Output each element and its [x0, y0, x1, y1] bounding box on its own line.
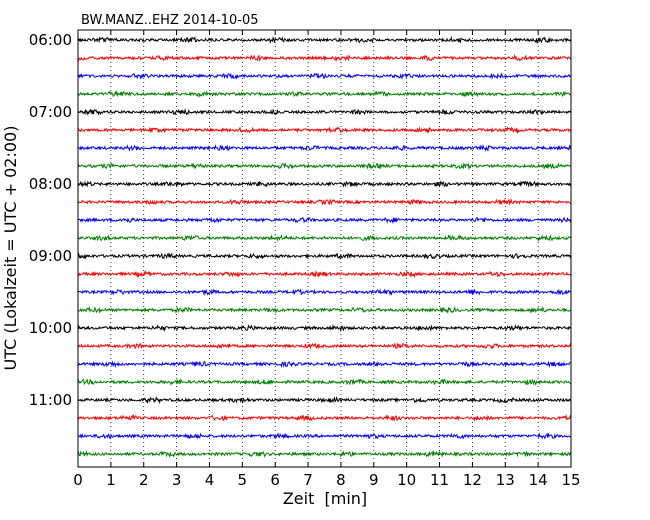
trace-0615: [77, 53, 572, 63]
trace-1000: [77, 323, 572, 333]
grid-lines: [110, 30, 539, 467]
trace-1045: [77, 378, 572, 386]
x-tick-label-15: 15: [561, 471, 580, 489]
trace-1015: [77, 342, 572, 350]
x-tick-label-1: 1: [106, 471, 116, 489]
trace-0930: [77, 288, 572, 297]
trace-1130: [77, 432, 572, 440]
trace-0815: [77, 197, 572, 206]
x-tick-label-2: 2: [139, 471, 149, 489]
y-tick-label-10:00: 10:00: [29, 319, 72, 337]
trace-0600: [77, 35, 572, 44]
x-tick-label-12: 12: [463, 471, 482, 489]
y-axis-label: UTC (Lokalzeit = UTC + 02:00): [1, 126, 20, 371]
y-tick-label-07:00: 07:00: [29, 103, 72, 121]
trace-0630: [77, 72, 572, 80]
y-tick-label-09:00: 09:00: [29, 247, 72, 265]
chart-title: BW.MANZ..EHZ 2014-10-05: [81, 13, 259, 28]
trace-1115: [77, 413, 572, 422]
y-tick-label-08:00: 08:00: [29, 175, 72, 193]
trace-0745: [77, 161, 572, 171]
x-tick-label-0: 0: [73, 471, 83, 489]
x-tick-label-14: 14: [529, 471, 548, 489]
trace-0900: [77, 252, 572, 261]
x-tick-label-4: 4: [205, 471, 215, 489]
trace-1145: [77, 449, 572, 458]
trace-1030: [77, 360, 572, 369]
trace-0730: [77, 143, 572, 152]
y-axis-ticks: 06:00 07:00 08:00 09:00 10:00 11:00: [29, 31, 571, 409]
trace-1100: [78, 396, 572, 405]
x-tick-label-13: 13: [496, 471, 515, 489]
x-tick-label-10: 10: [397, 471, 416, 489]
trace-0830: [78, 216, 572, 224]
trace-0945: [77, 305, 572, 315]
trace-0845: [77, 233, 572, 243]
x-tick-label-5: 5: [238, 471, 248, 489]
x-axis-ticks: 0 1 2 3 4 5 6 7 8 9 10 11 12 13 14 15: [73, 30, 581, 489]
x-tick-label-8: 8: [336, 471, 346, 489]
trace-0700: [77, 107, 572, 116]
plot-frame: [77, 29, 572, 468]
trace-0645: [77, 90, 572, 98]
trace-0715: [77, 126, 572, 135]
x-tick-label-7: 7: [303, 471, 313, 489]
x-axis-label: Zeit [min]: [283, 489, 367, 508]
trace-0915: [77, 270, 572, 279]
x-tick-label-11: 11: [430, 471, 449, 489]
x-tick-label-6: 6: [270, 471, 280, 489]
trace-0800: [77, 180, 572, 188]
seismic-traces: [77, 35, 572, 458]
y-tick-label-11:00: 11:00: [29, 391, 72, 409]
x-tick-label-3: 3: [172, 471, 182, 489]
x-tick-label-9: 9: [369, 471, 379, 489]
y-tick-label-06:00: 06:00: [29, 31, 72, 49]
